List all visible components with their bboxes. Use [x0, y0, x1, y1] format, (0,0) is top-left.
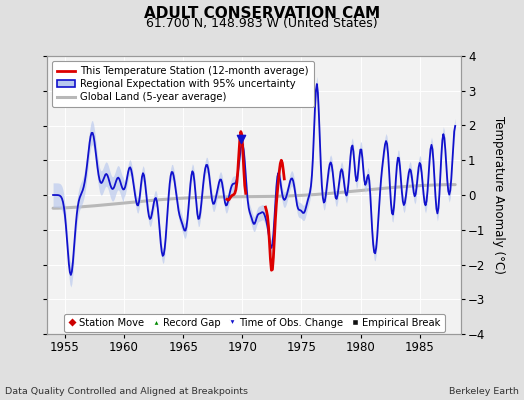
Legend: Station Move, Record Gap, Time of Obs. Change, Empirical Break: Station Move, Record Gap, Time of Obs. C… — [63, 314, 445, 332]
Text: 61.700 N, 148.983 W (United States): 61.700 N, 148.983 W (United States) — [146, 17, 378, 30]
Y-axis label: Temperature Anomaly (°C): Temperature Anomaly (°C) — [493, 116, 505, 274]
Text: Berkeley Earth: Berkeley Earth — [449, 387, 519, 396]
Point — [236, 136, 245, 142]
Text: Data Quality Controlled and Aligned at Breakpoints: Data Quality Controlled and Aligned at B… — [5, 387, 248, 396]
Text: ADULT CONSERVATION CAM: ADULT CONSERVATION CAM — [144, 6, 380, 21]
